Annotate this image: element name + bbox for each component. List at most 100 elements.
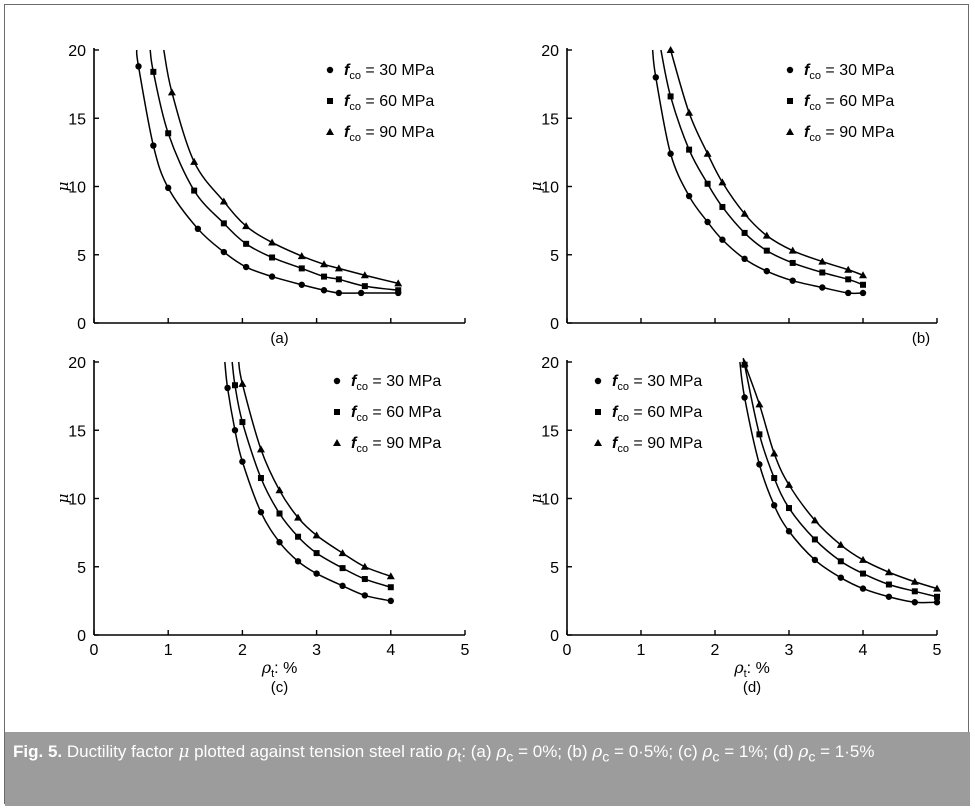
y-tick-label: 20: [68, 43, 86, 60]
data-point-circle: [859, 585, 867, 592]
data-point-square: [191, 187, 198, 194]
data-point-circle: [819, 284, 826, 291]
data-point-triangle: [770, 449, 779, 457]
x-tick-label: 2: [238, 642, 247, 659]
data-point-square: [763, 247, 770, 254]
data-point-square: [771, 475, 778, 482]
data-point-square: [321, 273, 328, 280]
legend-marker-circle: [594, 377, 602, 385]
caption-sub-c-a: c: [506, 749, 514, 766]
y-tick-label: 5: [550, 560, 559, 577]
data-point-circle: [387, 597, 394, 605]
series-curve-square: [660, 49, 864, 286]
legend-marker-square: [334, 409, 340, 415]
data-point-triangle: [334, 264, 343, 272]
legend-entry: fco = 60 MPa: [344, 93, 434, 113]
figure-frame: [4, 4, 969, 804]
legend-entry: fco = 30 MPa: [344, 62, 434, 82]
y-tick-label: 15: [68, 423, 86, 440]
data-point-circle: [885, 593, 893, 600]
data-point-circle: [933, 599, 941, 606]
x-tick-label: 3: [312, 642, 321, 659]
panel-c: 0 5 10 15 20 0 1 2 3 4 5 μ ρt: %(c) fco = 30 MPa fco =…: [54, 355, 470, 696]
data-point-triangle: [859, 271, 867, 279]
data-point-circle: [257, 508, 265, 516]
data-point-circle: [811, 556, 819, 564]
y-tick-label: 15: [68, 111, 86, 128]
y-tick-label: 10: [541, 492, 559, 509]
data-point-triangle: [320, 260, 329, 268]
data-point-triangle: [219, 197, 228, 205]
data-point-square: [243, 240, 250, 247]
data-point-square: [686, 146, 693, 153]
x-tick-label: 5: [933, 642, 942, 659]
data-point-triangle: [884, 568, 893, 576]
data-point-square: [885, 581, 892, 588]
legend-marker-circle: [786, 66, 794, 74]
data-point-triangle: [386, 572, 395, 580]
panel-label: (a): [270, 330, 288, 347]
data-point-square: [295, 533, 302, 540]
y-tick-label: 15: [541, 111, 559, 128]
panel-a: 0 5 10 15 20 μ (a) fco = 30 MPa fco = 60 MPa fco …: [54, 43, 466, 347]
caption-sub-c-c: c: [712, 749, 720, 766]
series-curve-square: [149, 49, 399, 291]
data-point-square: [704, 180, 711, 187]
data-point-square: [231, 382, 238, 389]
data-point-square: [719, 203, 726, 210]
data-point-square: [741, 229, 748, 236]
data-point-circle: [756, 461, 763, 468]
data-point-triangle: [190, 157, 199, 165]
legend-entry: fco = 60 MPa: [612, 404, 702, 424]
data-point-square: [269, 254, 276, 261]
legend-marker-circle: [326, 66, 334, 74]
data-point-square: [335, 276, 342, 283]
data-point-triangle: [238, 379, 247, 387]
x-axis-title: ρt: %: [733, 658, 770, 680]
y-tick-label: 10: [541, 180, 559, 197]
data-point-square: [860, 281, 866, 288]
data-point-triangle: [167, 88, 176, 96]
y-tick-label: 20: [541, 355, 559, 372]
y-tick-label: 0: [550, 316, 559, 333]
data-point-circle: [268, 273, 276, 280]
data-point-triangle: [394, 279, 403, 287]
data-point-circle: [165, 184, 172, 192]
data-point-circle: [339, 582, 346, 590]
data-point-square: [150, 68, 157, 75]
data-point-triangle: [836, 540, 845, 548]
legend-entry: fco = 90 MPa: [344, 124, 434, 144]
data-point-circle: [135, 63, 142, 70]
data-point-triangle: [312, 531, 321, 539]
data-point-circle: [719, 236, 726, 243]
panel-label: (c): [271, 679, 289, 696]
caption-sub-c-b: c: [602, 749, 610, 766]
legend-marker-triangle: [333, 439, 341, 446]
data-point-triangle: [685, 108, 694, 116]
panel-d: 0 5 10 15 20 0 1 2 3 4 5 μ ρt: %(d) fco = 30 MPa fco =…: [527, 355, 942, 696]
data-point-circle: [294, 558, 302, 565]
data-point-triangle: [360, 271, 369, 279]
y-axis-title: μ: [527, 494, 545, 504]
data-point-triangle: [297, 252, 306, 260]
series-curve-triangle: [163, 49, 399, 285]
data-point-square: [339, 565, 346, 572]
data-point-square: [845, 276, 852, 283]
y-axis-title: μ: [54, 182, 72, 192]
data-point-triangle: [268, 238, 277, 246]
caption-text-2: plotted against tension steel ratio: [189, 742, 448, 761]
caption-rho-sub-t: t: [457, 749, 462, 766]
data-point-triangle: [718, 178, 727, 186]
x-tick-label: 4: [386, 642, 395, 659]
x-tick-label: 5: [461, 642, 470, 659]
caption-mu: μ: [178, 742, 190, 762]
data-point-circle: [771, 502, 778, 509]
x-tick-label: 1: [164, 642, 173, 659]
y-axis-title: μ: [527, 182, 545, 192]
data-point-circle: [276, 538, 283, 546]
caption-rho: ρ: [447, 742, 458, 762]
data-point-circle: [320, 287, 328, 294]
data-point-triangle: [910, 577, 919, 585]
data-point-square: [911, 588, 918, 595]
